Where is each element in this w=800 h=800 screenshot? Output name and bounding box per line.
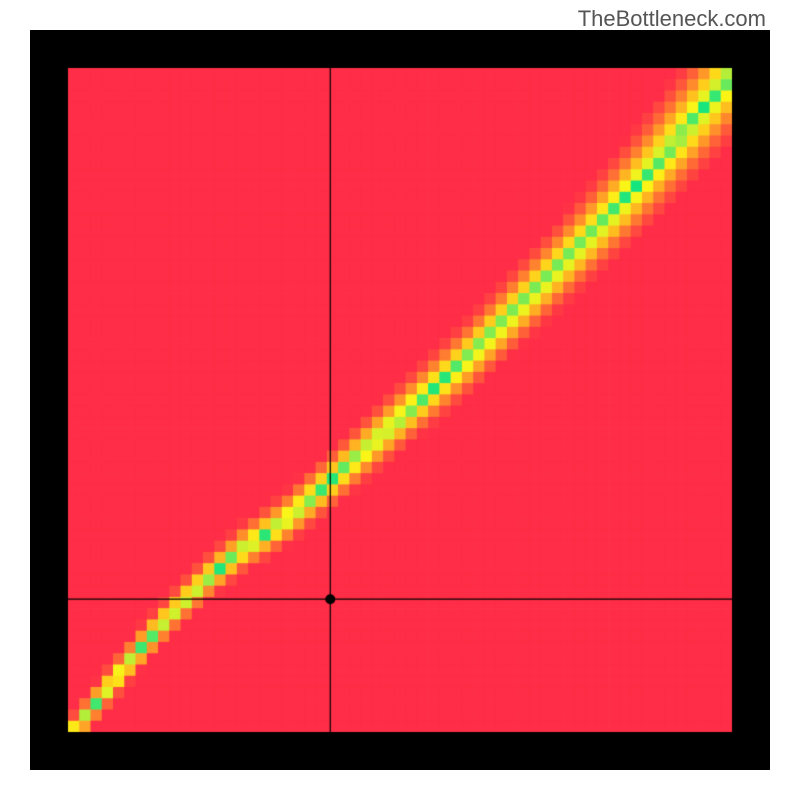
heatmap-canvas: [30, 30, 770, 770]
chart-container: TheBottleneck.com: [0, 0, 800, 800]
watermark-text: TheBottleneck.com: [578, 6, 766, 32]
